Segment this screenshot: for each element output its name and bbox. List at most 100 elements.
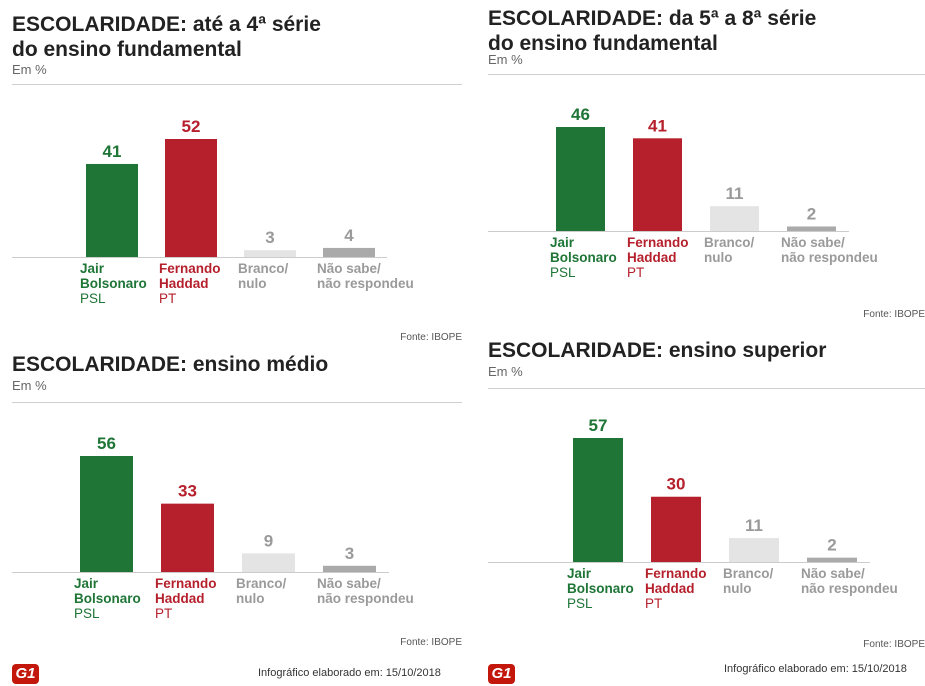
tick-label: nulo [236,591,265,606]
divider [488,74,925,75]
tick-label: Branco/ [723,566,774,581]
tick-label: Haddad [159,276,209,291]
bar [165,139,217,257]
tick-label: PSL [80,291,106,306]
tick-label: Jair [80,261,105,276]
bar [729,538,779,562]
data-label: 4 [344,226,354,245]
data-label: 33 [178,482,197,501]
divider [12,402,462,403]
bar [556,127,605,231]
data-label: 11 [745,516,763,535]
tick-label: não respondeu [317,276,414,291]
tick-label: não respondeu [801,581,898,596]
chart-panel-2: ESCOLARIDADE: da 5ª a 8ª série do ensino … [488,6,925,326]
g1-logo: G1 [488,664,515,684]
source-note: Fonte: IBOPE [863,639,925,650]
tick-label: PT [627,265,644,280]
credit-note: Infográfico elaborado em: 15/10/2018 [258,667,441,679]
tick-label: Fernando [645,566,707,581]
tick-label: Branco/ [238,261,289,276]
tick-label: Fernando [627,235,689,250]
bar [633,138,682,231]
bar [710,206,759,231]
chart-title: ESCOLARIDADE: da 5ª a 8ª série do ensino … [488,7,817,55]
tick-label: Bolsonaro [74,591,141,606]
tick-label: Não sabe/ [317,261,381,276]
chart-panel-1: ESCOLARIDADE: até a 4ª série do ensino fu… [12,12,462,343]
divider [12,84,462,85]
credit-note: Infográfico elaborado em: 15/10/2018 [724,663,907,675]
chart-subtitle: Em % [488,52,523,67]
tick-label: não respondeu [317,591,414,606]
chart-subtitle: Em % [12,378,47,393]
tick-label: Jair [74,576,99,591]
tick-label: Não sabe/ [781,235,845,250]
bar [161,503,214,572]
data-label: 3 [345,544,354,563]
data-label: 30 [667,475,686,494]
tick-label: Bolsonaro [550,250,617,265]
tick-label: Não sabe/ [317,576,381,591]
bar [323,247,375,257]
tick-label: PT [159,291,176,306]
bar [242,553,295,572]
data-label: 2 [807,204,816,223]
tick-label: PSL [567,596,593,611]
bar [651,496,701,562]
bar-chart-2: 46 Jair Bolsonaro PSL 41 Fernando Haddad PT 11 Br… [488,96,925,291]
chart-subtitle: Em % [12,62,47,77]
data-label: 52 [182,117,201,136]
tick-label: Haddad [627,250,677,265]
g1-logo: G1 [12,664,39,684]
tick-label: Não sabe/ [801,566,865,581]
tick-label: nulo [723,581,752,596]
tick-label: Branco/ [704,235,755,250]
tick-label: Bolsonaro [80,276,147,291]
tick-label: Jair [550,235,575,250]
tick-label: Jair [567,566,592,581]
chart-panel-3: ESCOLARIDADE: ensino médio Em % 56 Jair Bo… [12,352,462,657]
chart-subtitle: Em % [488,364,523,379]
divider [488,388,925,389]
tick-label: Bolsonaro [567,581,634,596]
tick-label: Branco/ [236,576,287,591]
bar-chart-3: 56 Jair Bolsonaro PSL 33 Fernando Haddad PT 9 Bra… [12,422,452,632]
bar [86,163,138,257]
data-label: 57 [589,416,608,435]
tick-label: nulo [704,250,733,265]
data-label: 11 [726,184,744,203]
tick-label: Fernando [159,261,221,276]
bar [80,456,133,572]
source-note: Fonte: IBOPE [400,637,462,648]
data-label: 46 [571,105,590,124]
bar-chart-1: 41 Jair Bolsonaro PSL 52 Fernando Haddad PT 3 Bra… [12,102,452,317]
tick-label: PSL [74,606,100,621]
bar [244,250,296,257]
data-label: 56 [97,434,116,453]
chart-panel-4: ESCOLARIDADE: ensino superior Em % 57 Jai… [488,338,925,658]
source-note: Fonte: IBOPE [400,332,462,343]
chart-title: ESCOLARIDADE: até a 4ª série do ensino fu… [12,13,321,61]
source-note: Fonte: IBOPE [863,309,925,320]
tick-label: Fernando [155,576,217,591]
tick-label: PT [645,596,662,611]
bar-chart-4: 57 Jair Bolsonaro PSL 30 Fernando Haddad PT 11 Br… [488,410,925,622]
tick-label: Haddad [645,581,695,596]
bar [787,226,836,231]
tick-label: não respondeu [781,250,878,265]
data-label: 3 [265,228,274,247]
data-label: 41 [648,116,667,135]
tick-label: Haddad [155,591,205,606]
chart-title: ESCOLARIDADE: ensino superior [488,339,827,362]
bar [323,565,376,572]
tick-label: PT [155,606,172,621]
data-label: 2 [827,536,836,555]
tick-label: PSL [550,265,576,280]
bar [807,557,857,562]
chart-title: ESCOLARIDADE: ensino médio [12,353,329,376]
